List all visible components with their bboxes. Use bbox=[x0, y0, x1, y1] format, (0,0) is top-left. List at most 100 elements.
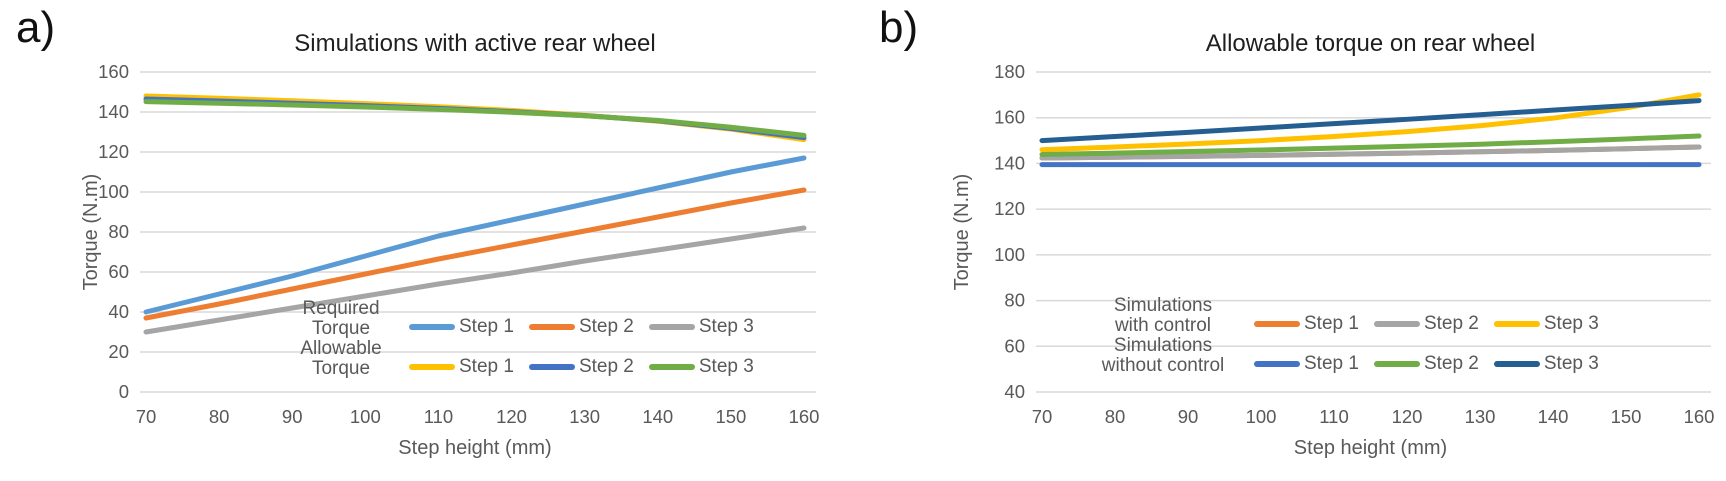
legend-entry-label: Step 1 bbox=[459, 356, 514, 377]
chart-a-y-axis-title: Torque (N.m) bbox=[80, 173, 102, 291]
legend-entry-label: Step 2 bbox=[578, 356, 634, 377]
x-tick-label-140: 140 bbox=[642, 406, 673, 427]
legend-entries: Step 1 Step 2 Step 3 bbox=[409, 315, 754, 339]
legend-entry-step-3: Step 3 bbox=[1493, 353, 1599, 374]
y-tick-label-40: 40 bbox=[1004, 381, 1025, 402]
legend-row-0: Simulations with control Step 1 Step 2 Step … bbox=[1085, 296, 1599, 336]
legend-entries: Step 1 Step 2 Step 3 bbox=[409, 355, 754, 379]
legend-entry-label: Step 1 bbox=[1304, 353, 1359, 374]
series-line-simulations-without-control-step-3 bbox=[1039, 98, 1702, 144]
legend-row-0: Required Torque Step 1 Step 2 Step 3 bbox=[286, 299, 754, 339]
legend-entry-step-1: Step 1 bbox=[1254, 354, 1359, 374]
legend-entry-label: Step 2 bbox=[1423, 313, 1479, 334]
x-tick-label-150: 150 bbox=[715, 406, 746, 427]
legend-swatch-icon bbox=[409, 364, 455, 370]
chart-b-plot: 40 60 80 100 120 140 160 180 70 80 90 100 110 120 130 1… bbox=[994, 61, 1714, 427]
legend-entries: Step 1 Step 2 Step 3 bbox=[1254, 312, 1599, 336]
legend-swatch-icon bbox=[528, 364, 575, 370]
legend-swatch-icon bbox=[1373, 361, 1420, 367]
legend-entry-step-1: Step 1 bbox=[1254, 314, 1359, 334]
legend-swatch-icon bbox=[1373, 321, 1420, 327]
panel-a: 0 20 40 60 80 100 120 140 160 70 80 90 100 110 120 130 1… bbox=[16, 3, 820, 460]
y-tick-label-180: 180 bbox=[994, 61, 1025, 82]
x-tick-label-120: 120 bbox=[1392, 406, 1423, 427]
legend-entry-label: Step 3 bbox=[698, 316, 754, 337]
legend-entries: Step 1 Step 2 Step 3 bbox=[1254, 352, 1599, 376]
y-tick-label-120: 120 bbox=[98, 141, 129, 162]
legend-group-label-line: without control bbox=[1101, 355, 1225, 376]
chart-b-y-axis-title: Torque (N.m) bbox=[951, 173, 973, 291]
legend-swatch-icon bbox=[648, 364, 695, 370]
legend-entry-step-2: Step 2 bbox=[1373, 354, 1479, 374]
y-tick-label-120: 120 bbox=[994, 198, 1025, 219]
x-tick-label-130: 130 bbox=[1465, 406, 1496, 427]
y-tick-label-80: 80 bbox=[1004, 290, 1025, 311]
legend-entry-step-3: Step 3 bbox=[648, 316, 754, 337]
chart-b-x-axis-title: Step height (mm) bbox=[1293, 437, 1448, 459]
legend-group-label-line: Allowable bbox=[300, 338, 382, 359]
y-tick-label-20: 20 bbox=[108, 341, 129, 362]
legend-group-label: Required Torque bbox=[286, 299, 396, 339]
x-tick-label-140: 140 bbox=[1538, 406, 1569, 427]
y-tick-label-100: 100 bbox=[98, 181, 129, 202]
y-tick-label-60: 60 bbox=[108, 261, 129, 282]
legend-group-label-line: Simulations bbox=[1113, 295, 1213, 316]
series-line-required-torque-step-1 bbox=[143, 155, 807, 315]
legend-group-label: Simulations with control bbox=[1085, 296, 1241, 336]
x-tick-label-100: 100 bbox=[1246, 406, 1277, 427]
x-tick-label-90: 90 bbox=[282, 406, 303, 427]
x-tick-label-80: 80 bbox=[1105, 406, 1126, 427]
legend-entry-label: Step 3 bbox=[1543, 313, 1599, 334]
y-tick-label-140: 140 bbox=[994, 152, 1025, 173]
y-tick-label-60: 60 bbox=[1004, 335, 1025, 356]
legend-group-label: Allowable Torque bbox=[286, 339, 396, 379]
legend-entry-label: Step 1 bbox=[1304, 313, 1359, 334]
legend-swatch-icon bbox=[1254, 361, 1300, 367]
chart-a-plot: 0 20 40 60 80 100 120 140 160 70 80 90 100 110 120 130 1… bbox=[98, 61, 820, 427]
legend-swatch-icon bbox=[1493, 321, 1540, 327]
x-tick-label-100: 100 bbox=[350, 406, 381, 427]
legend-entry-step-1: Step 1 bbox=[409, 317, 514, 337]
panel-b: 40 60 80 100 120 140 160 180 70 80 90 100 110 120 130 1… bbox=[863, 0, 1726, 481]
legend-entry-step-1: Step 1 bbox=[409, 357, 514, 377]
y-tick-label-40: 40 bbox=[108, 301, 129, 322]
legend-entry-label: Step 2 bbox=[578, 316, 634, 337]
legend-group-label: Simulations without control bbox=[1085, 336, 1241, 376]
legend-group-label-line: Torque bbox=[311, 358, 371, 379]
legend-swatch-icon bbox=[528, 324, 575, 330]
x-tick-label-160: 160 bbox=[789, 406, 820, 427]
series-line-simulations-without-control-step-2 bbox=[1039, 133, 1702, 158]
legend-entry-step-3: Step 3 bbox=[648, 356, 754, 377]
x-tick-label-90: 90 bbox=[1178, 406, 1199, 427]
legend-entry-label: Step 3 bbox=[1543, 353, 1599, 374]
legend-entry-label: Step 1 bbox=[459, 316, 514, 337]
y-tick-label-100: 100 bbox=[994, 244, 1025, 265]
chart-a-legend: Required Torque Step 1 Step 2 Step 3 Allowabl… bbox=[286, 299, 754, 379]
chart-a-x-axis-title: Step height (mm) bbox=[398, 437, 552, 459]
series-line-required-torque-step-3 bbox=[143, 225, 807, 335]
legend-swatch-icon bbox=[1493, 361, 1540, 367]
legend-row-1: Allowable Torque Step 1 Step 2 Step 3 bbox=[286, 339, 754, 379]
y-tick-label-140: 140 bbox=[98, 101, 129, 122]
x-tick-label-70: 70 bbox=[136, 406, 157, 427]
legend-entry-step-2: Step 2 bbox=[1373, 313, 1479, 334]
panel-a-label: a) bbox=[16, 3, 56, 52]
series-line-simulations-with-control-step-3 bbox=[1039, 92, 1702, 153]
panel-b-label: b) bbox=[879, 3, 919, 52]
y-tick-label-160: 160 bbox=[98, 61, 129, 82]
series-line-required-torque-step-2 bbox=[143, 187, 807, 321]
chart-b-legend: Simulations with control Step 1 Step 2 Step … bbox=[1085, 296, 1599, 376]
chart-a-title: Simulations with active rear wheel bbox=[294, 30, 656, 57]
legend-group-label-line: with control bbox=[1114, 315, 1212, 336]
legend-entry-label: Step 3 bbox=[698, 356, 754, 377]
legend-swatch-icon bbox=[409, 324, 455, 330]
legend-group-label-line: Required bbox=[302, 298, 380, 319]
legend-swatch-icon bbox=[1254, 321, 1300, 327]
series-line-simulations-with-control-step-2 bbox=[1039, 144, 1702, 161]
legend-entry-step-2: Step 2 bbox=[528, 316, 634, 337]
legend-entry-step-3: Step 3 bbox=[1493, 313, 1599, 334]
y-tick-label-160: 160 bbox=[994, 107, 1025, 128]
x-tick-label-150: 150 bbox=[1611, 406, 1642, 427]
chart-b-title: Allowable torque on rear wheel bbox=[1205, 30, 1536, 57]
